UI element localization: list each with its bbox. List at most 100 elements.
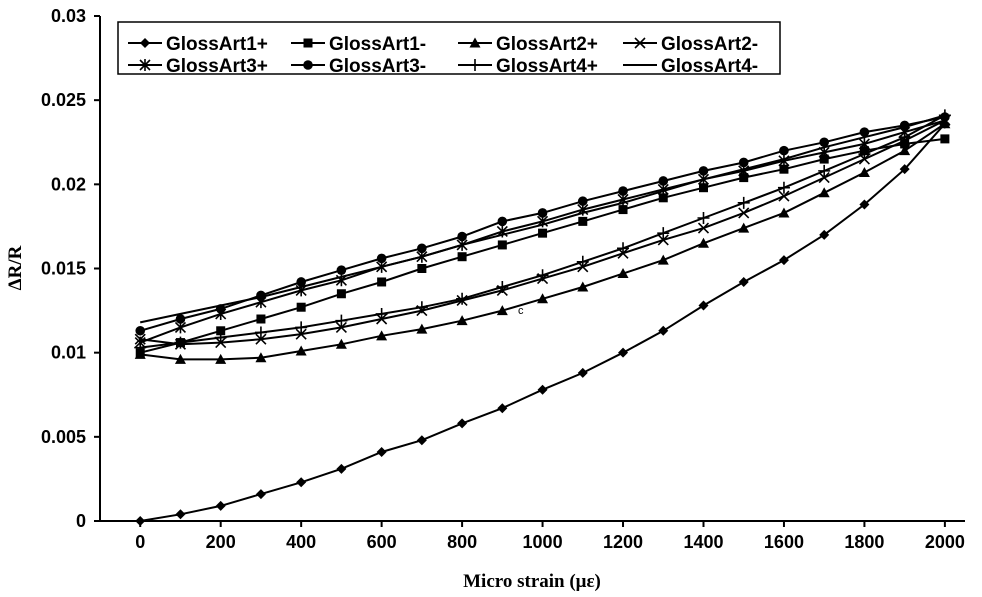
data-point xyxy=(255,489,266,500)
legend-item: GlossArt3+ xyxy=(128,56,268,77)
data-point xyxy=(658,176,669,186)
legend-marker xyxy=(139,59,151,71)
legend-marker xyxy=(469,59,481,71)
data-point xyxy=(858,167,870,178)
data-point xyxy=(335,338,347,349)
data-point xyxy=(215,500,226,511)
y-tick-label: 0.015 xyxy=(41,259,86,279)
data-point xyxy=(578,216,588,226)
x-tick-label: 1600 xyxy=(764,532,804,552)
data-point xyxy=(819,137,829,148)
data-point xyxy=(698,183,708,193)
data-point xyxy=(497,403,508,414)
legend-label: GlossArt1+ xyxy=(166,34,268,55)
x-axis-label: Micro strain (με) xyxy=(463,571,601,592)
y-tick-label: 0.01 xyxy=(51,343,86,363)
data-point xyxy=(617,268,629,279)
data-point xyxy=(416,435,427,446)
x-tick-label: 400 xyxy=(286,532,316,552)
data-point xyxy=(335,321,347,333)
data-point xyxy=(818,187,830,198)
data-point xyxy=(538,228,548,238)
data-point xyxy=(940,134,950,144)
data-point xyxy=(296,477,307,488)
data-point xyxy=(335,314,348,327)
legend-items: GlossArt1+ GlossArt1- GlossArt2+ GlossArt2-… xyxy=(128,34,758,77)
data-point xyxy=(577,367,588,378)
data-point xyxy=(536,269,549,282)
data-point xyxy=(496,305,508,316)
data-point xyxy=(456,292,469,305)
y-tick-label: 0.02 xyxy=(51,174,86,194)
legend-label: GlossArt2- xyxy=(661,34,758,55)
data-point xyxy=(779,164,789,174)
data-point xyxy=(618,186,628,196)
data-point xyxy=(336,289,346,299)
data-point xyxy=(778,190,790,202)
legend-marker xyxy=(140,38,150,48)
legend-label: GlossArt4- xyxy=(661,56,758,77)
legend-item: GlossArt2+ xyxy=(458,34,598,55)
plot-area xyxy=(99,16,965,522)
data-point xyxy=(376,446,387,457)
x-axis-ticks: 0 200 400 600 800 1000 1200 1400 1600 1800 2000 xyxy=(135,521,965,552)
data-point xyxy=(254,326,267,339)
data-point xyxy=(537,384,548,395)
x-tick-label: 2000 xyxy=(925,532,965,552)
data-point xyxy=(697,222,710,234)
data-point xyxy=(657,254,669,265)
data-point xyxy=(376,330,388,341)
series-GlossArt3- xyxy=(135,112,950,336)
data-point xyxy=(417,243,427,254)
data-point xyxy=(738,207,750,219)
data-point xyxy=(255,352,267,363)
data-point xyxy=(738,157,749,168)
data-point xyxy=(818,164,831,177)
x-tick-label: 1200 xyxy=(603,532,643,552)
series-GlossArt4+ xyxy=(134,109,951,354)
x-tick-label: 600 xyxy=(367,532,397,552)
data-point xyxy=(134,341,147,354)
data-point xyxy=(256,314,266,324)
legend-label: GlossArt3- xyxy=(329,56,426,77)
data-point xyxy=(899,145,911,156)
series-GlossArt1+ xyxy=(135,118,950,526)
legend-marker xyxy=(303,38,313,48)
legend-label: GlossArt1- xyxy=(329,34,426,55)
y-tick-label: 0.025 xyxy=(41,90,86,110)
data-point xyxy=(657,227,670,240)
data-point xyxy=(698,166,709,176)
data-point xyxy=(134,348,146,359)
y-tick-label: 0.005 xyxy=(41,427,86,447)
data-point xyxy=(135,325,146,336)
y-axis-ticks: 0 0.005 0.01 0.015 0.02 0.025 0.03 xyxy=(41,6,100,531)
series-GlossArt2+ xyxy=(134,118,951,364)
data-point xyxy=(375,307,388,320)
legend-item: GlossArt1+ xyxy=(128,34,268,55)
data-point xyxy=(457,252,467,262)
data-point xyxy=(497,216,508,227)
series-GlossArt4- xyxy=(139,114,946,324)
data-point xyxy=(216,326,226,336)
data-point xyxy=(497,240,507,250)
data-point xyxy=(900,139,910,149)
data-point xyxy=(617,242,630,255)
legend-item: GlossArt2- xyxy=(623,34,758,55)
data-point xyxy=(618,347,629,358)
data-point xyxy=(577,281,589,292)
data-point xyxy=(215,353,227,364)
series-line xyxy=(139,114,946,324)
legend-marker xyxy=(469,37,481,48)
legend-item: GlossArt3- xyxy=(291,56,426,77)
data-point xyxy=(296,277,306,287)
data-point xyxy=(255,333,267,345)
data-point xyxy=(214,331,227,344)
legend-marker xyxy=(634,37,646,49)
x-tick-label: 1800 xyxy=(844,532,884,552)
data-point xyxy=(415,301,428,314)
data-point xyxy=(899,164,910,175)
data-point xyxy=(577,196,588,206)
legend-item: GlossArt4- xyxy=(623,56,758,77)
annotation-label: c xyxy=(518,305,524,317)
data-point xyxy=(174,336,187,349)
